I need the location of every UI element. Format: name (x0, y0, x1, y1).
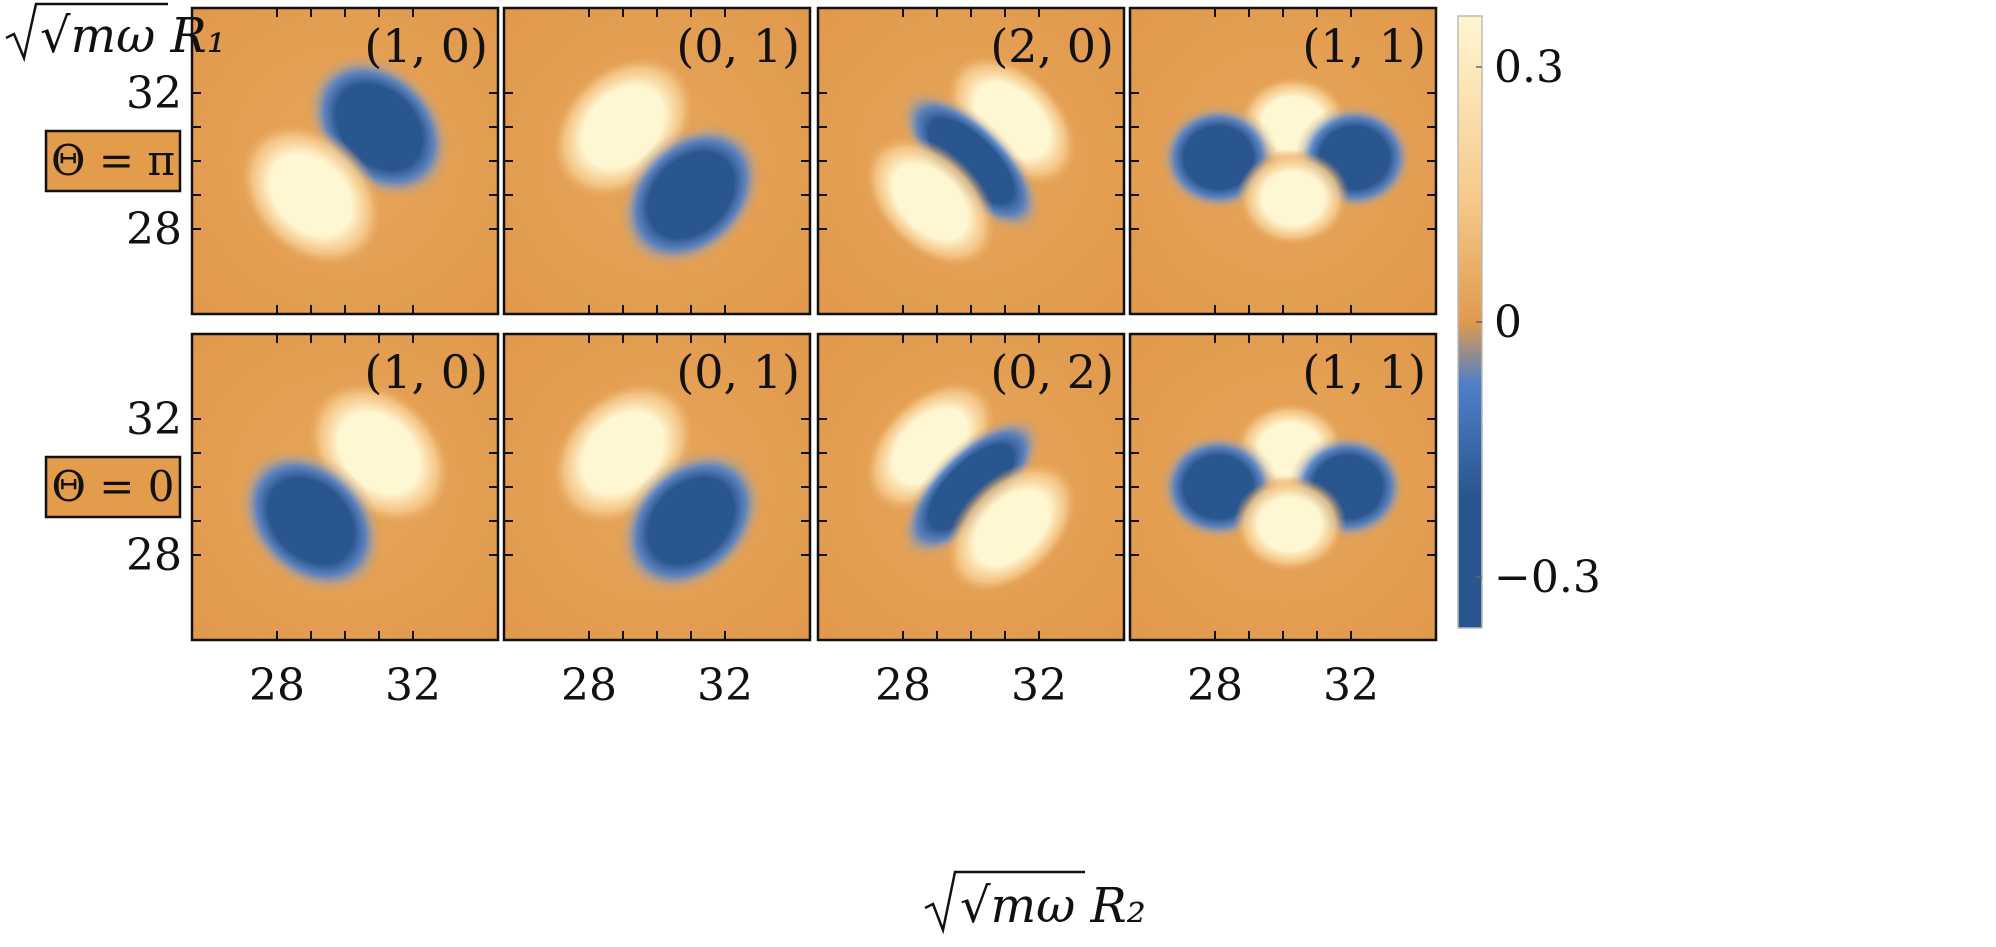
panels-layer: (1, 0) (0, 1) (2, 0) (1, 1) (1, 0) (0, 1) (0, … (190, 6, 1438, 642)
negative-lobe (237, 447, 385, 595)
negative-lobe (898, 88, 1044, 234)
panel-label: (0, 2) (990, 345, 1114, 399)
positive-lobe (1236, 149, 1350, 247)
panel-label: (1, 0) (364, 19, 488, 73)
panel-label: (1, 1) (1302, 19, 1426, 73)
negative-lobe (898, 414, 1044, 560)
row-label-text: Θ = π (51, 136, 175, 185)
colorbar-tick-label: 0 (1494, 297, 1522, 348)
labels-layer: √mω R₁ √mω R₂ 28 32 Θ = π 28 32 Θ = 0 28 32 28 32… (5, 2, 1379, 935)
y-tick-label: 32 (126, 394, 182, 445)
colorbar-tick-label: −0.3 (1494, 552, 1601, 603)
positive-lobe (862, 134, 998, 270)
x-tick-label: 32 (697, 660, 753, 711)
y-axis-title-text: √mω R₁ (40, 8, 226, 64)
x-tick-label: 28 (1187, 660, 1243, 711)
heatmap-panel-r2-c1: (1, 0) (190, 332, 500, 642)
heatmap-panel-r1-c3: (2, 0) (816, 6, 1126, 316)
heatmap-panel-r2-c4: (1, 1) (1128, 332, 1438, 642)
panel-label: (1, 1) (1302, 345, 1426, 399)
x-axis-title-text: √mω R₂ (960, 878, 1146, 934)
y-tick-label: 28 (126, 204, 182, 255)
negative-lobe (617, 447, 765, 595)
heatmap-panel-r2-c2: (0, 1) (502, 332, 812, 642)
row-label-2: Θ = 0 (44, 455, 182, 519)
colorbar-tick-label: 0.3 (1494, 42, 1564, 93)
negative-lobe (617, 121, 765, 269)
heatmap-panel-r1-c2: (0, 1) (502, 6, 812, 316)
heatmap-panel-r1-c4: (1, 1) (1128, 6, 1438, 316)
positive-lobe (944, 460, 1080, 596)
y-tick-label: 32 (126, 68, 182, 119)
x-tick-label: 28 (875, 660, 931, 711)
x-tick-label: 32 (1323, 660, 1379, 711)
x-tick-label: 32 (385, 660, 441, 711)
heatmap-panel-r2-c3: (0, 2) (816, 332, 1126, 642)
panel-label: (0, 1) (676, 345, 800, 399)
panel-label: (2, 0) (990, 19, 1114, 73)
colorbar: −0.3 0 0.3 (1457, 15, 1601, 629)
positive-lobe (237, 121, 385, 269)
positive-lobe (1233, 475, 1347, 573)
row-label-1: Θ = π (44, 129, 182, 193)
panel-label: (0, 1) (676, 19, 800, 73)
y-axis-title: √mω R₁ (5, 2, 226, 64)
heatmap-panel-r1-c1: (1, 0) (190, 6, 500, 316)
x-tick-label: 28 (249, 660, 305, 711)
y-tick-label: 28 (126, 530, 182, 581)
panel-label: (1, 0) (364, 345, 488, 399)
x-tick-label: 28 (561, 660, 617, 711)
x-tick-label: 32 (1011, 660, 1067, 711)
x-axis-title: √mω R₂ (924, 870, 1146, 935)
row-label-text: Θ = 0 (51, 462, 174, 511)
